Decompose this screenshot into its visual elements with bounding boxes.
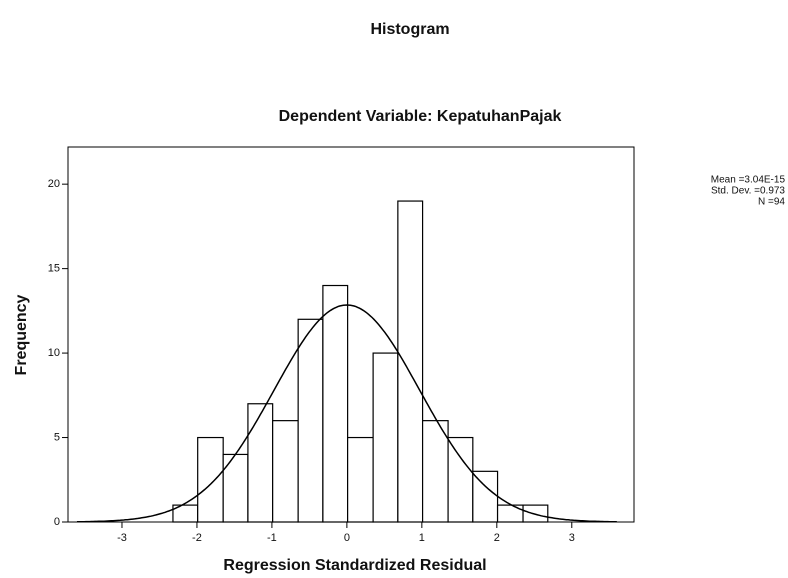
x-tick-label: 1 — [419, 532, 425, 544]
x-tick-label: 3 — [569, 532, 575, 544]
bar — [447, 436, 474, 523]
bar — [347, 436, 374, 523]
normal-curve — [76, 304, 617, 523]
x-tick-label: -2 — [192, 532, 202, 544]
x-tick-label: 0 — [344, 532, 350, 544]
y-tick-label: 20 — [48, 178, 60, 190]
y-tick-label: 15 — [48, 263, 60, 275]
chart-title: Histogram — [370, 21, 449, 38]
x-tick-label: 2 — [494, 532, 500, 544]
stat-label: Mean =3.04E-15 — [711, 175, 786, 186]
stat-label: N =94 — [758, 197, 785, 208]
bar — [421, 420, 449, 523]
bar — [297, 318, 324, 523]
bar — [272, 420, 299, 523]
y-tick-label: 10 — [48, 347, 60, 359]
chart-subtitle: Dependent Variable: KepatuhanPajak — [279, 108, 562, 125]
bar — [222, 453, 249, 523]
stat-label: Std. Dev. =0.973 — [711, 186, 785, 197]
bar — [472, 470, 499, 523]
x-tick-label: -3 — [117, 532, 127, 544]
bar — [496, 504, 524, 523]
x-axis-label: Regression Standardized Residual — [223, 557, 486, 574]
bar — [247, 403, 274, 523]
y-axis-label: Frequency — [13, 294, 30, 375]
x-tick-label: -1 — [267, 532, 277, 544]
bar — [322, 284, 349, 523]
bar — [197, 436, 224, 523]
y-tick-label: 5 — [54, 431, 60, 443]
bar — [397, 200, 424, 523]
y-tick-label: 0 — [54, 516, 60, 528]
bar — [372, 352, 399, 523]
